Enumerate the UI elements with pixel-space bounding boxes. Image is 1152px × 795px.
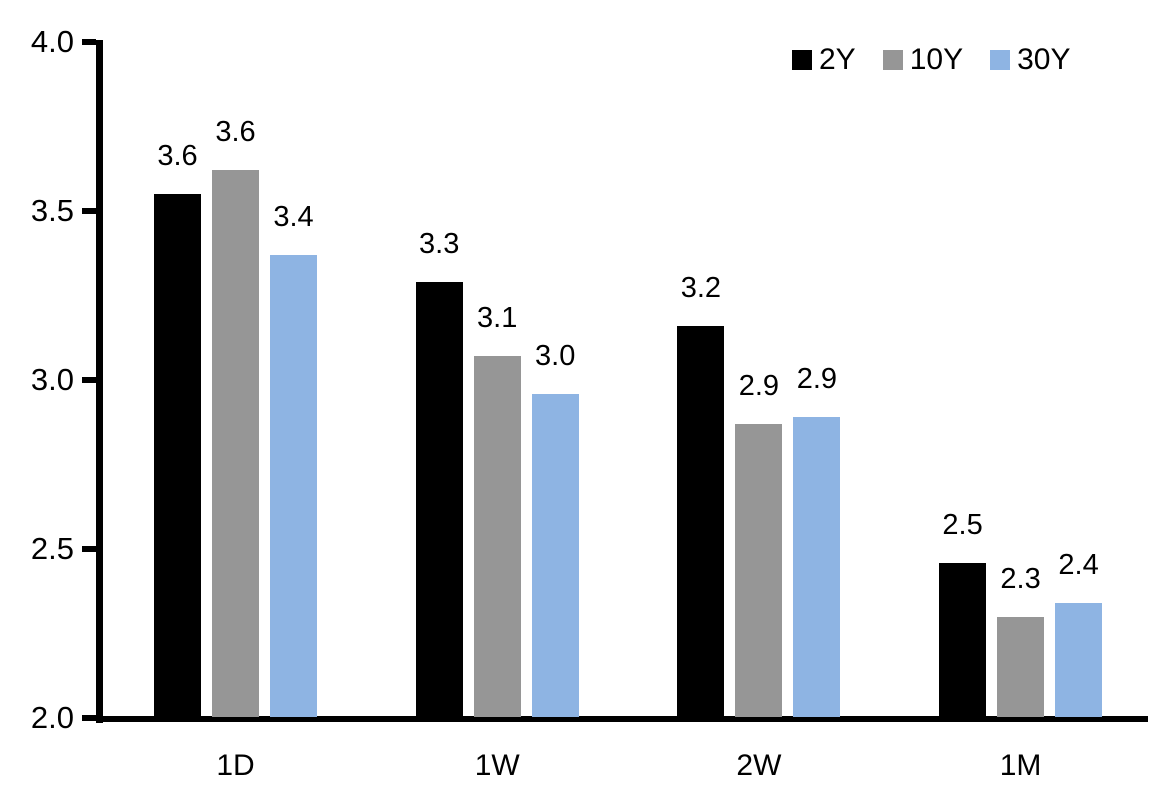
bar-10Y-1D <box>212 170 259 717</box>
x-category-label-1M: 1M <box>999 749 1042 782</box>
y-tick-label: 3.0 <box>30 362 74 397</box>
legend-item-10Y: 10Y <box>882 43 964 76</box>
legend-swatch-icon <box>792 50 812 70</box>
legend-item-30Y: 30Y <box>990 45 1070 75</box>
bar-value-label: 2.9 <box>738 369 780 402</box>
x-category-label-1D: 1D <box>216 749 255 782</box>
bar-value-label: 3.4 <box>273 200 314 233</box>
bar-2Y-1M <box>939 562 987 717</box>
bar-30Y-1D <box>270 254 317 717</box>
legend-label: 10Y <box>909 43 964 76</box>
chart-legend: 2Y 10Y 30Y <box>792 45 1070 75</box>
bar-value-label: 3.6 <box>215 116 256 149</box>
y-tick-label: 2.0 <box>30 700 74 735</box>
bar-value-label: 2.5 <box>942 508 983 541</box>
legend-label: 30Y <box>1017 43 1071 76</box>
bar-2Y-1W <box>415 281 463 717</box>
bar-30Y-2W <box>793 417 841 717</box>
bar-2Y-1D <box>154 194 201 717</box>
x-category-label-1W: 1W <box>474 749 520 782</box>
bar-30Y-1W <box>531 393 579 717</box>
bar-value-label: 2.9 <box>796 363 838 396</box>
bar-value-label: 3.1 <box>477 302 518 335</box>
legend-swatch-icon <box>882 50 903 70</box>
x-axis-line <box>96 716 1148 722</box>
x-category-label-2W: 2W <box>736 749 782 782</box>
bar-2Y-2W <box>677 325 725 717</box>
y-axis-tick <box>82 546 96 552</box>
legend-swatch-icon <box>990 50 1011 70</box>
y-axis-tick <box>82 377 96 383</box>
bar-value-label: 3.3 <box>419 227 460 260</box>
y-tick-label: 3.5 <box>30 193 74 228</box>
bar-value-label: 2.3 <box>1000 562 1041 595</box>
legend-item-2Y: 2Y <box>792 45 856 75</box>
bar-value-label: 3.2 <box>680 271 722 304</box>
bar-10Y-2W <box>735 423 783 717</box>
y-axis-tick <box>82 39 96 45</box>
y-tick-label: 4.0 <box>30 24 74 59</box>
legend-label: 2Y <box>819 43 856 76</box>
bar-10Y-1W <box>473 356 521 717</box>
y-axis-tick <box>82 208 96 214</box>
bar-value-label: 3.0 <box>535 339 576 372</box>
y-axis-line <box>96 40 103 723</box>
bar-value-label: 3.6 <box>157 140 198 173</box>
y-axis-tick <box>82 715 96 721</box>
bar-10Y-1M <box>997 616 1045 717</box>
bar-value-label: 2.4 <box>1058 549 1099 582</box>
y-tick-label: 2.5 <box>30 531 74 566</box>
bar-30Y-1M <box>1055 603 1103 717</box>
